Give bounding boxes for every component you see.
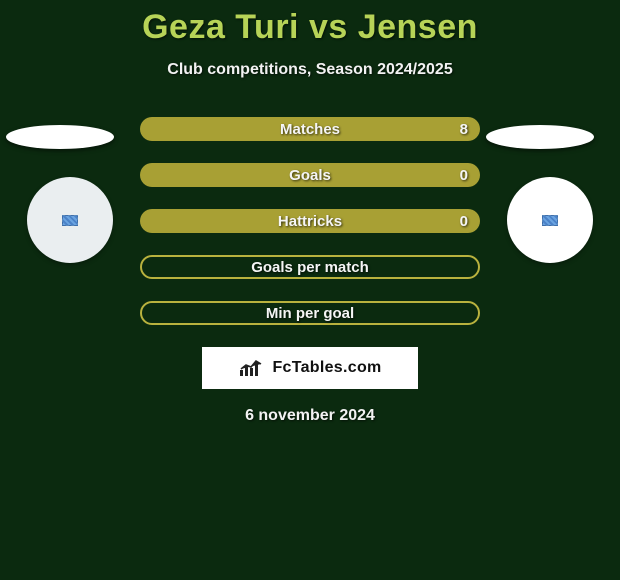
stat-bars: Matches 8 Goals 0 Hattricks 0 Goals per match M… [140,117,480,325]
brand-box: FcTables.com [202,347,418,389]
flag-icon [62,215,78,226]
stat-bar-label: Goals [289,167,331,184]
brand-chart-icon [238,358,266,378]
comparison-stage: Matches 8 Goals 0 Hattricks 0 Goals per match M… [0,117,620,425]
page-date: 6 november 2024 [0,407,620,425]
stat-bar: Hattricks 0 [140,209,480,233]
stat-bar: Matches 8 [140,117,480,141]
stat-bar-label: Min per goal [266,305,354,322]
brand-text: FcTables.com [272,359,381,377]
stat-bar-label: Hattricks [278,213,342,230]
stat-bar-label: Goals per match [251,259,369,276]
player-avatar-left [27,177,113,263]
stat-bar-value-right: 8 [460,121,468,138]
stat-bar-label: Matches [280,121,340,138]
page-subtitle: Club competitions, Season 2024/2025 [0,61,620,79]
shadow-ellipse-right [486,125,594,149]
flag-icon [542,215,558,226]
stat-bar: Goals 0 [140,163,480,187]
page-title: Geza Turi vs Jensen [0,0,620,47]
player-avatar-right [507,177,593,263]
shadow-ellipse-left [6,125,114,149]
stat-bar-value-right: 0 [460,167,468,184]
stat-bar: Min per goal [140,301,480,325]
stat-bar: Goals per match [140,255,480,279]
stat-bar-value-right: 0 [460,213,468,230]
